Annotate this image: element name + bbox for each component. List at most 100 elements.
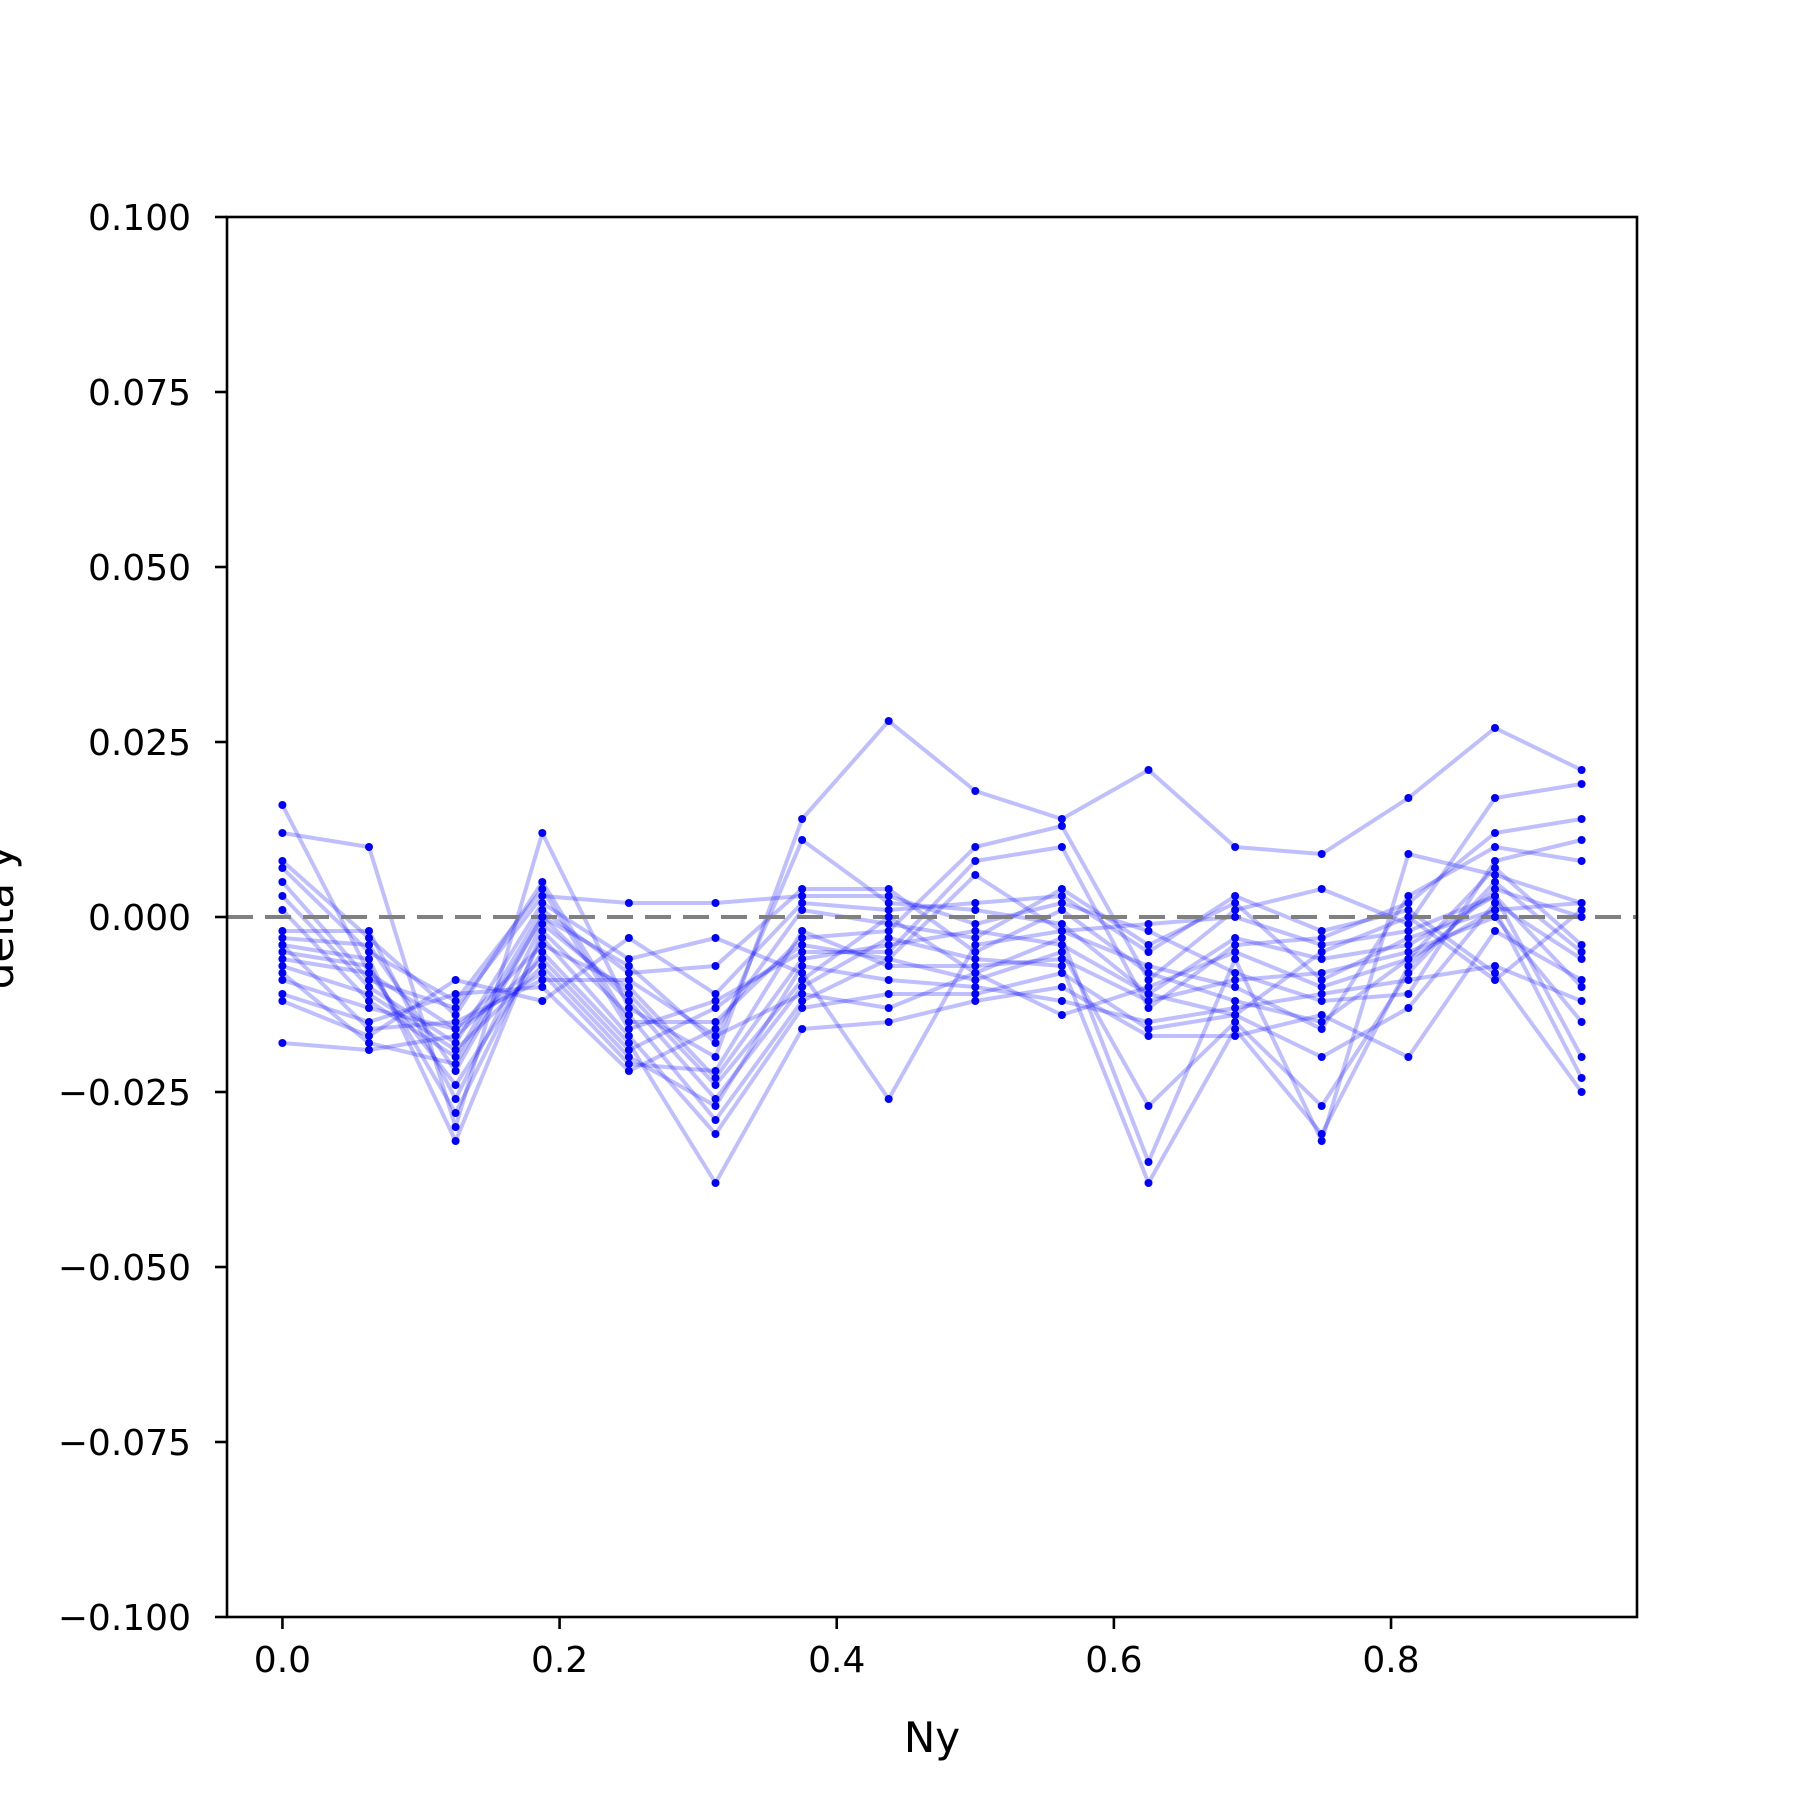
data-point	[1577, 976, 1586, 984]
data-point	[798, 948, 807, 956]
data-point	[278, 801, 287, 809]
data-point	[278, 941, 287, 949]
data-point	[538, 885, 547, 893]
data-point	[884, 948, 893, 956]
data-point	[624, 1004, 633, 1012]
data-point	[1317, 1053, 1326, 1061]
data-point	[538, 899, 547, 907]
data-point	[1144, 983, 1153, 991]
data-point	[884, 1004, 893, 1012]
data-point	[1057, 822, 1066, 830]
data-point	[798, 885, 807, 893]
data-point	[798, 990, 807, 998]
data-point	[278, 864, 287, 872]
data-point	[624, 997, 633, 1005]
data-point	[1577, 1088, 1586, 1096]
data-point	[1317, 941, 1326, 949]
data-point	[1231, 997, 1240, 1005]
data-point	[1144, 1032, 1153, 1040]
data-point	[451, 1095, 460, 1103]
data-point	[1577, 913, 1586, 921]
data-point	[278, 857, 287, 865]
data-point	[971, 983, 980, 991]
data-point	[798, 892, 807, 900]
data-point	[451, 1109, 460, 1117]
data-point	[711, 1032, 720, 1040]
data-point	[451, 1067, 460, 1075]
data-point	[971, 899, 980, 907]
data-point	[1404, 969, 1413, 977]
data-point	[1404, 850, 1413, 858]
data-point	[278, 1039, 287, 1047]
data-point	[1491, 906, 1499, 914]
data-point	[538, 906, 547, 914]
data-point	[624, 1060, 633, 1068]
data-point	[538, 829, 547, 837]
data-point	[1144, 997, 1153, 1005]
data-point	[365, 962, 373, 970]
plot-area	[227, 717, 1637, 1187]
data-point	[365, 1025, 373, 1033]
data-point	[1057, 815, 1066, 823]
data-point	[278, 990, 287, 998]
data-point	[451, 1137, 460, 1145]
data-point	[278, 878, 287, 886]
data-point	[624, 1011, 633, 1019]
x-tick-label: 0.4	[808, 1640, 865, 1681]
data-point	[624, 1046, 633, 1054]
y-tick-label: −0.075	[58, 1423, 191, 1464]
data-point	[1577, 997, 1586, 1005]
data-point	[711, 1074, 720, 1082]
data-point	[971, 941, 980, 949]
data-point	[711, 1116, 720, 1124]
series-line-16	[280, 894, 1584, 1094]
data-point	[365, 1039, 373, 1047]
data-point	[798, 1004, 807, 1012]
data-point	[971, 997, 980, 1005]
data-point	[365, 927, 373, 935]
series-line-6	[280, 845, 1584, 1101]
data-point	[884, 899, 893, 907]
data-point	[451, 1081, 460, 1089]
data-point	[1317, 934, 1326, 942]
data-point	[1577, 1018, 1586, 1026]
data-point	[278, 969, 287, 977]
data-point	[538, 934, 547, 942]
data-point	[1577, 955, 1586, 963]
data-point	[365, 1018, 373, 1026]
x-tick-label: 0.2	[531, 1640, 588, 1681]
data-point	[1317, 997, 1326, 1005]
y-tick-label: 0.100	[88, 198, 191, 239]
data-point	[1491, 871, 1499, 879]
data-point	[1317, 969, 1326, 977]
data-point	[365, 990, 373, 998]
data-point	[884, 717, 893, 725]
data-point	[1057, 885, 1066, 893]
data-point	[1144, 1179, 1153, 1187]
data-point	[1491, 843, 1499, 851]
data-point	[971, 787, 980, 795]
series-line-3	[280, 782, 1584, 1024]
data-point	[1144, 948, 1153, 956]
data-point	[451, 990, 460, 998]
data-point	[711, 1179, 720, 1187]
data-point	[278, 906, 287, 914]
data-point	[538, 969, 547, 977]
data-point	[1404, 976, 1413, 984]
data-point	[1144, 927, 1153, 935]
data-point	[1491, 927, 1499, 935]
data-point	[711, 990, 720, 998]
data-point	[451, 1018, 460, 1026]
data-point	[1057, 1011, 1066, 1019]
data-point	[1577, 941, 1586, 949]
data-point	[278, 955, 287, 963]
data-point	[798, 941, 807, 949]
data-point	[1491, 857, 1499, 865]
data-point	[365, 1004, 373, 1012]
data-point	[1231, 892, 1240, 900]
data-point	[711, 1102, 720, 1110]
data-point	[624, 1032, 633, 1040]
data-point	[711, 1095, 720, 1103]
data-point	[1317, 976, 1326, 984]
y-axis: −0.100 −0.075 −0.050 −0.025 0.000 0.025 0.050 0…	[58, 198, 227, 1639]
